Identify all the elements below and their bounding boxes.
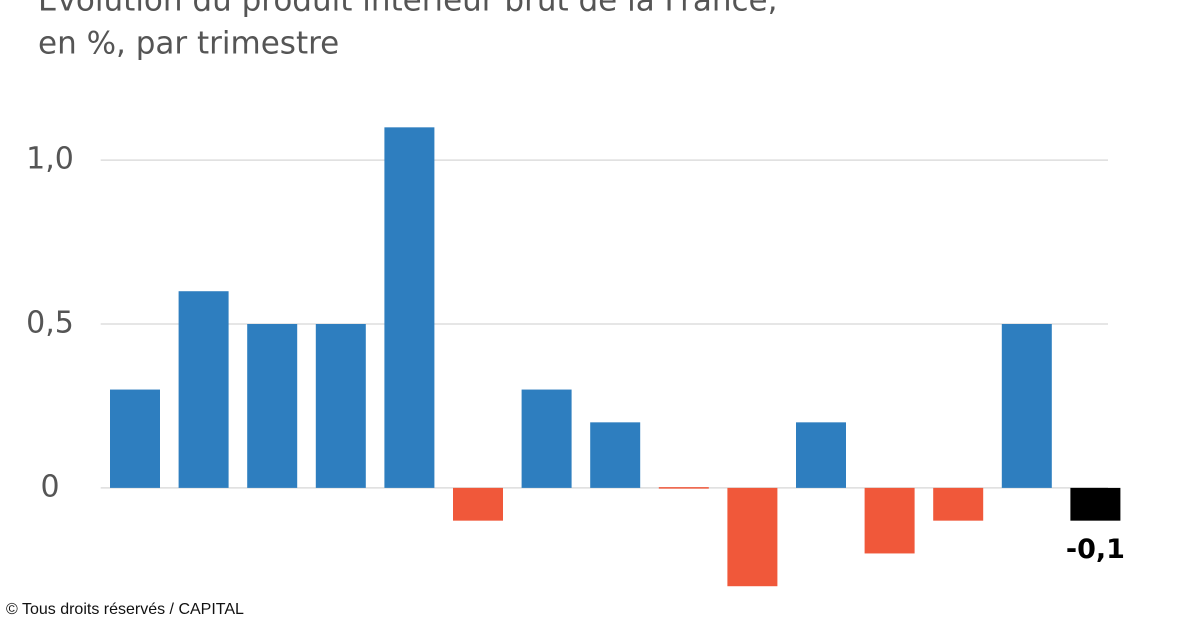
bar xyxy=(864,487,915,554)
bar xyxy=(110,389,160,488)
chart-subtitle: en %, par trimestre xyxy=(38,26,339,62)
bar xyxy=(658,487,709,489)
y-tick-label: 0,5 xyxy=(26,306,74,341)
bar xyxy=(384,127,435,488)
value-label: -0,1 xyxy=(1066,534,1125,565)
credit: © Tous droits réservés / CAPITAL xyxy=(6,601,244,618)
y-tick-label: 1,0 xyxy=(26,142,74,177)
bar xyxy=(796,422,846,488)
bar xyxy=(521,389,572,488)
chart-title: Évolution du produit intérieur brut de l… xyxy=(38,0,777,19)
bar xyxy=(247,324,298,488)
bar xyxy=(178,291,229,488)
bar xyxy=(1070,487,1121,521)
bar xyxy=(453,487,503,521)
bar xyxy=(590,422,641,488)
bar xyxy=(315,324,366,488)
bar xyxy=(727,487,778,587)
bar xyxy=(933,487,984,521)
bar xyxy=(1001,324,1052,488)
y-tick-label: 0 xyxy=(40,469,59,504)
